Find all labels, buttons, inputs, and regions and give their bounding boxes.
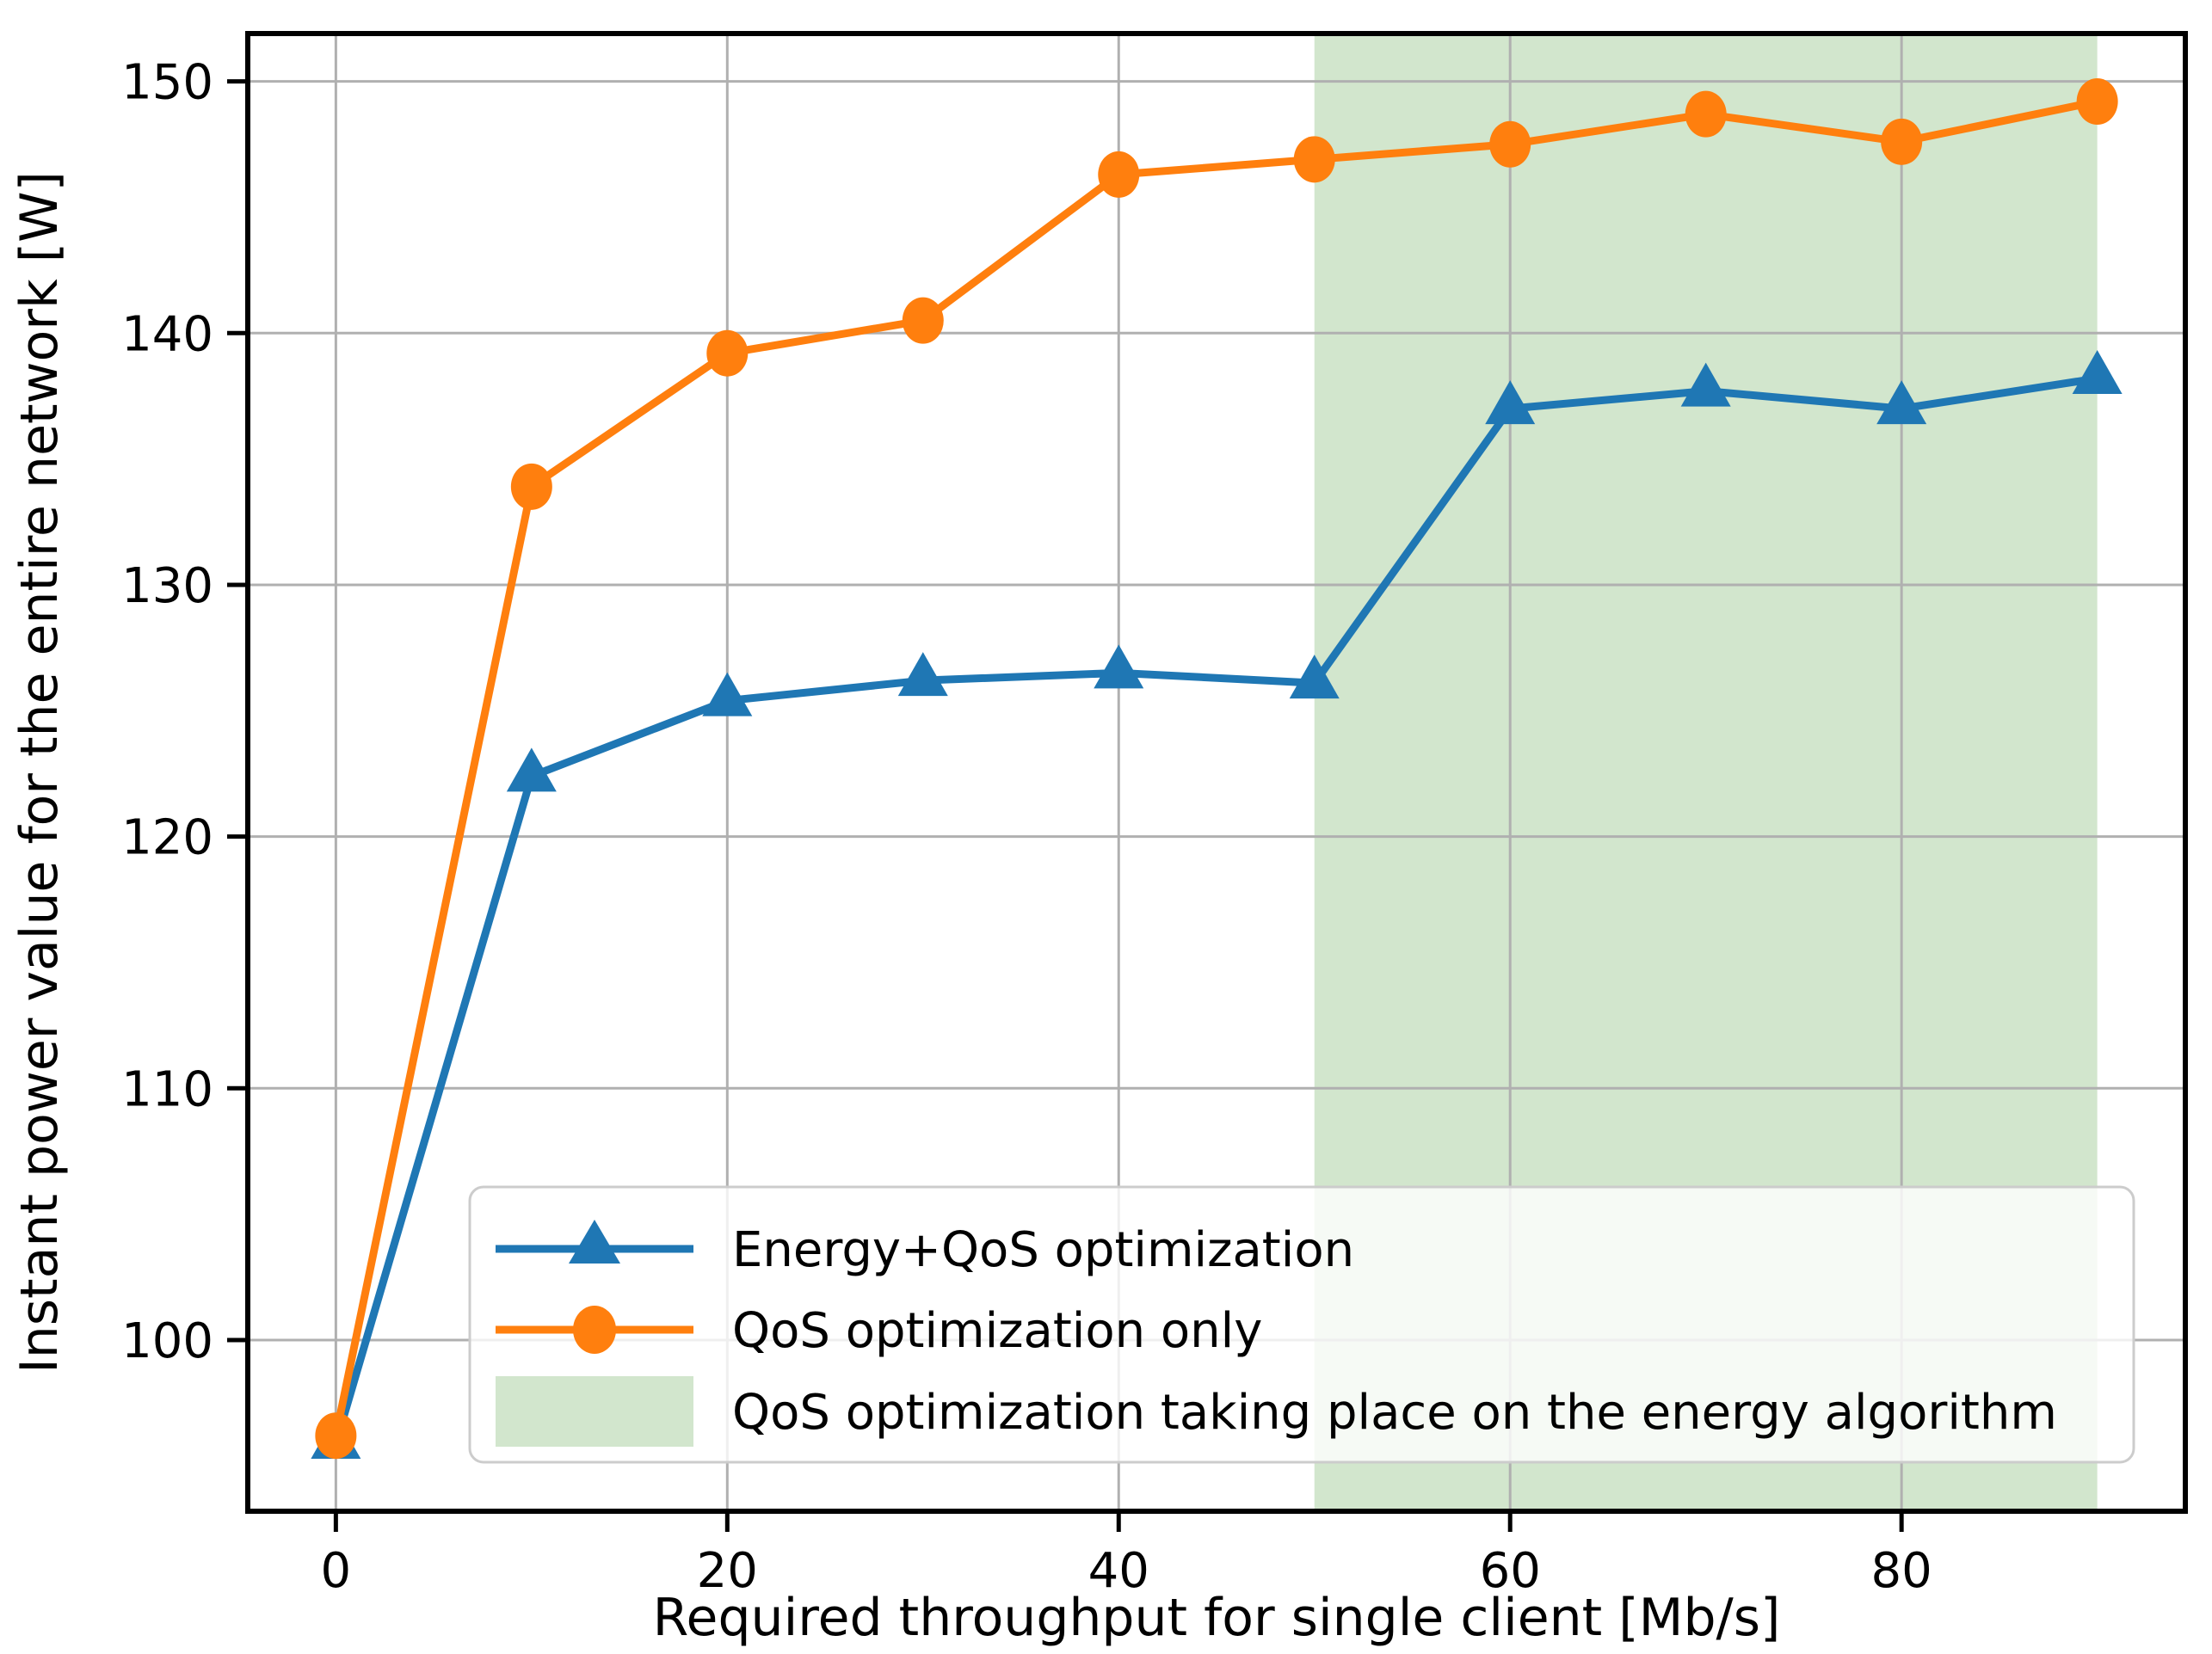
data-point-marker-circle	[902, 297, 944, 344]
data-point-marker-triangle	[702, 672, 753, 716]
y-tick-label: 110	[121, 1061, 213, 1117]
x-tick-label: 40	[1088, 1543, 1149, 1599]
legend-label-qos-only: QoS optimization only	[732, 1303, 1262, 1359]
data-point-marker-triangle	[506, 747, 557, 792]
data-point-marker-triangle	[1680, 362, 1731, 407]
data-point-marker-triangle	[2072, 349, 2123, 394]
y-tick-label: 130	[121, 558, 213, 614]
series-layer	[311, 78, 2123, 1460]
x-axis-label: Required throughput for single client [M…	[653, 1588, 1781, 1648]
series-line	[331, 97, 2102, 1440]
legend-item-qos-only: QoS optimization only	[496, 1303, 1262, 1359]
x-tick-label: 60	[1480, 1543, 1541, 1599]
data-point-marker-circle	[315, 1412, 357, 1460]
x-tick-label: 0	[321, 1543, 352, 1599]
series-line	[331, 374, 2102, 1448]
data-point-marker-triangle	[1289, 655, 1340, 699]
x-tick-label: 20	[697, 1543, 758, 1599]
data-point-marker-circle	[2076, 78, 2118, 126]
legend-swatch-green	[496, 1376, 693, 1447]
grid-layer	[248, 34, 2185, 1511]
legend-item-energy-qos: Energy+QoS optimization	[496, 1220, 1354, 1278]
y-axis-label: Instant power value for the entire netwo…	[9, 171, 70, 1374]
axes-frame	[245, 31, 2188, 1514]
legend-item-qos-span: QoS optimization taking place on the ene…	[496, 1376, 2057, 1447]
legend-label-qos-span: QoS optimization taking place on the ene…	[732, 1385, 2057, 1441]
y-tick-label: 140	[121, 306, 213, 362]
data-point-marker-circle	[1881, 118, 1923, 165]
data-point-marker-triangle	[1485, 380, 1536, 425]
data-point-marker-circle	[706, 329, 749, 377]
data-point-marker-circle	[510, 463, 552, 510]
legend-marker-triangle-icon	[569, 1220, 620, 1264]
data-point-marker-triangle	[1094, 644, 1144, 689]
y-tick-label: 120	[121, 810, 213, 866]
data-point-marker-circle	[1685, 90, 1727, 138]
data-point-marker-circle	[1293, 136, 1335, 183]
legend-box	[468, 1185, 2135, 1464]
data-point-marker-triangle	[1876, 380, 1927, 425]
x-tick-label: 80	[1871, 1543, 1932, 1599]
data-point-marker-circle	[1098, 151, 1140, 198]
data-point-marker-circle	[1489, 120, 1531, 168]
legend-marker-circle-icon	[573, 1306, 616, 1354]
series-qos-only	[315, 78, 2118, 1460]
y-tick-label: 150	[121, 55, 213, 111]
y-tick-label: 100	[121, 1313, 213, 1369]
legend: Energy+QoS optimization QoS optimization…	[468, 1185, 2135, 1464]
series-energy-qos	[311, 349, 2123, 1459]
data-point-marker-triangle	[897, 652, 948, 697]
axes-layer: 0 20 40 60 80 100 110 120 130 140 150	[121, 31, 2188, 1599]
legend-label-energy-qos: Energy+QoS optimization	[732, 1222, 1354, 1278]
